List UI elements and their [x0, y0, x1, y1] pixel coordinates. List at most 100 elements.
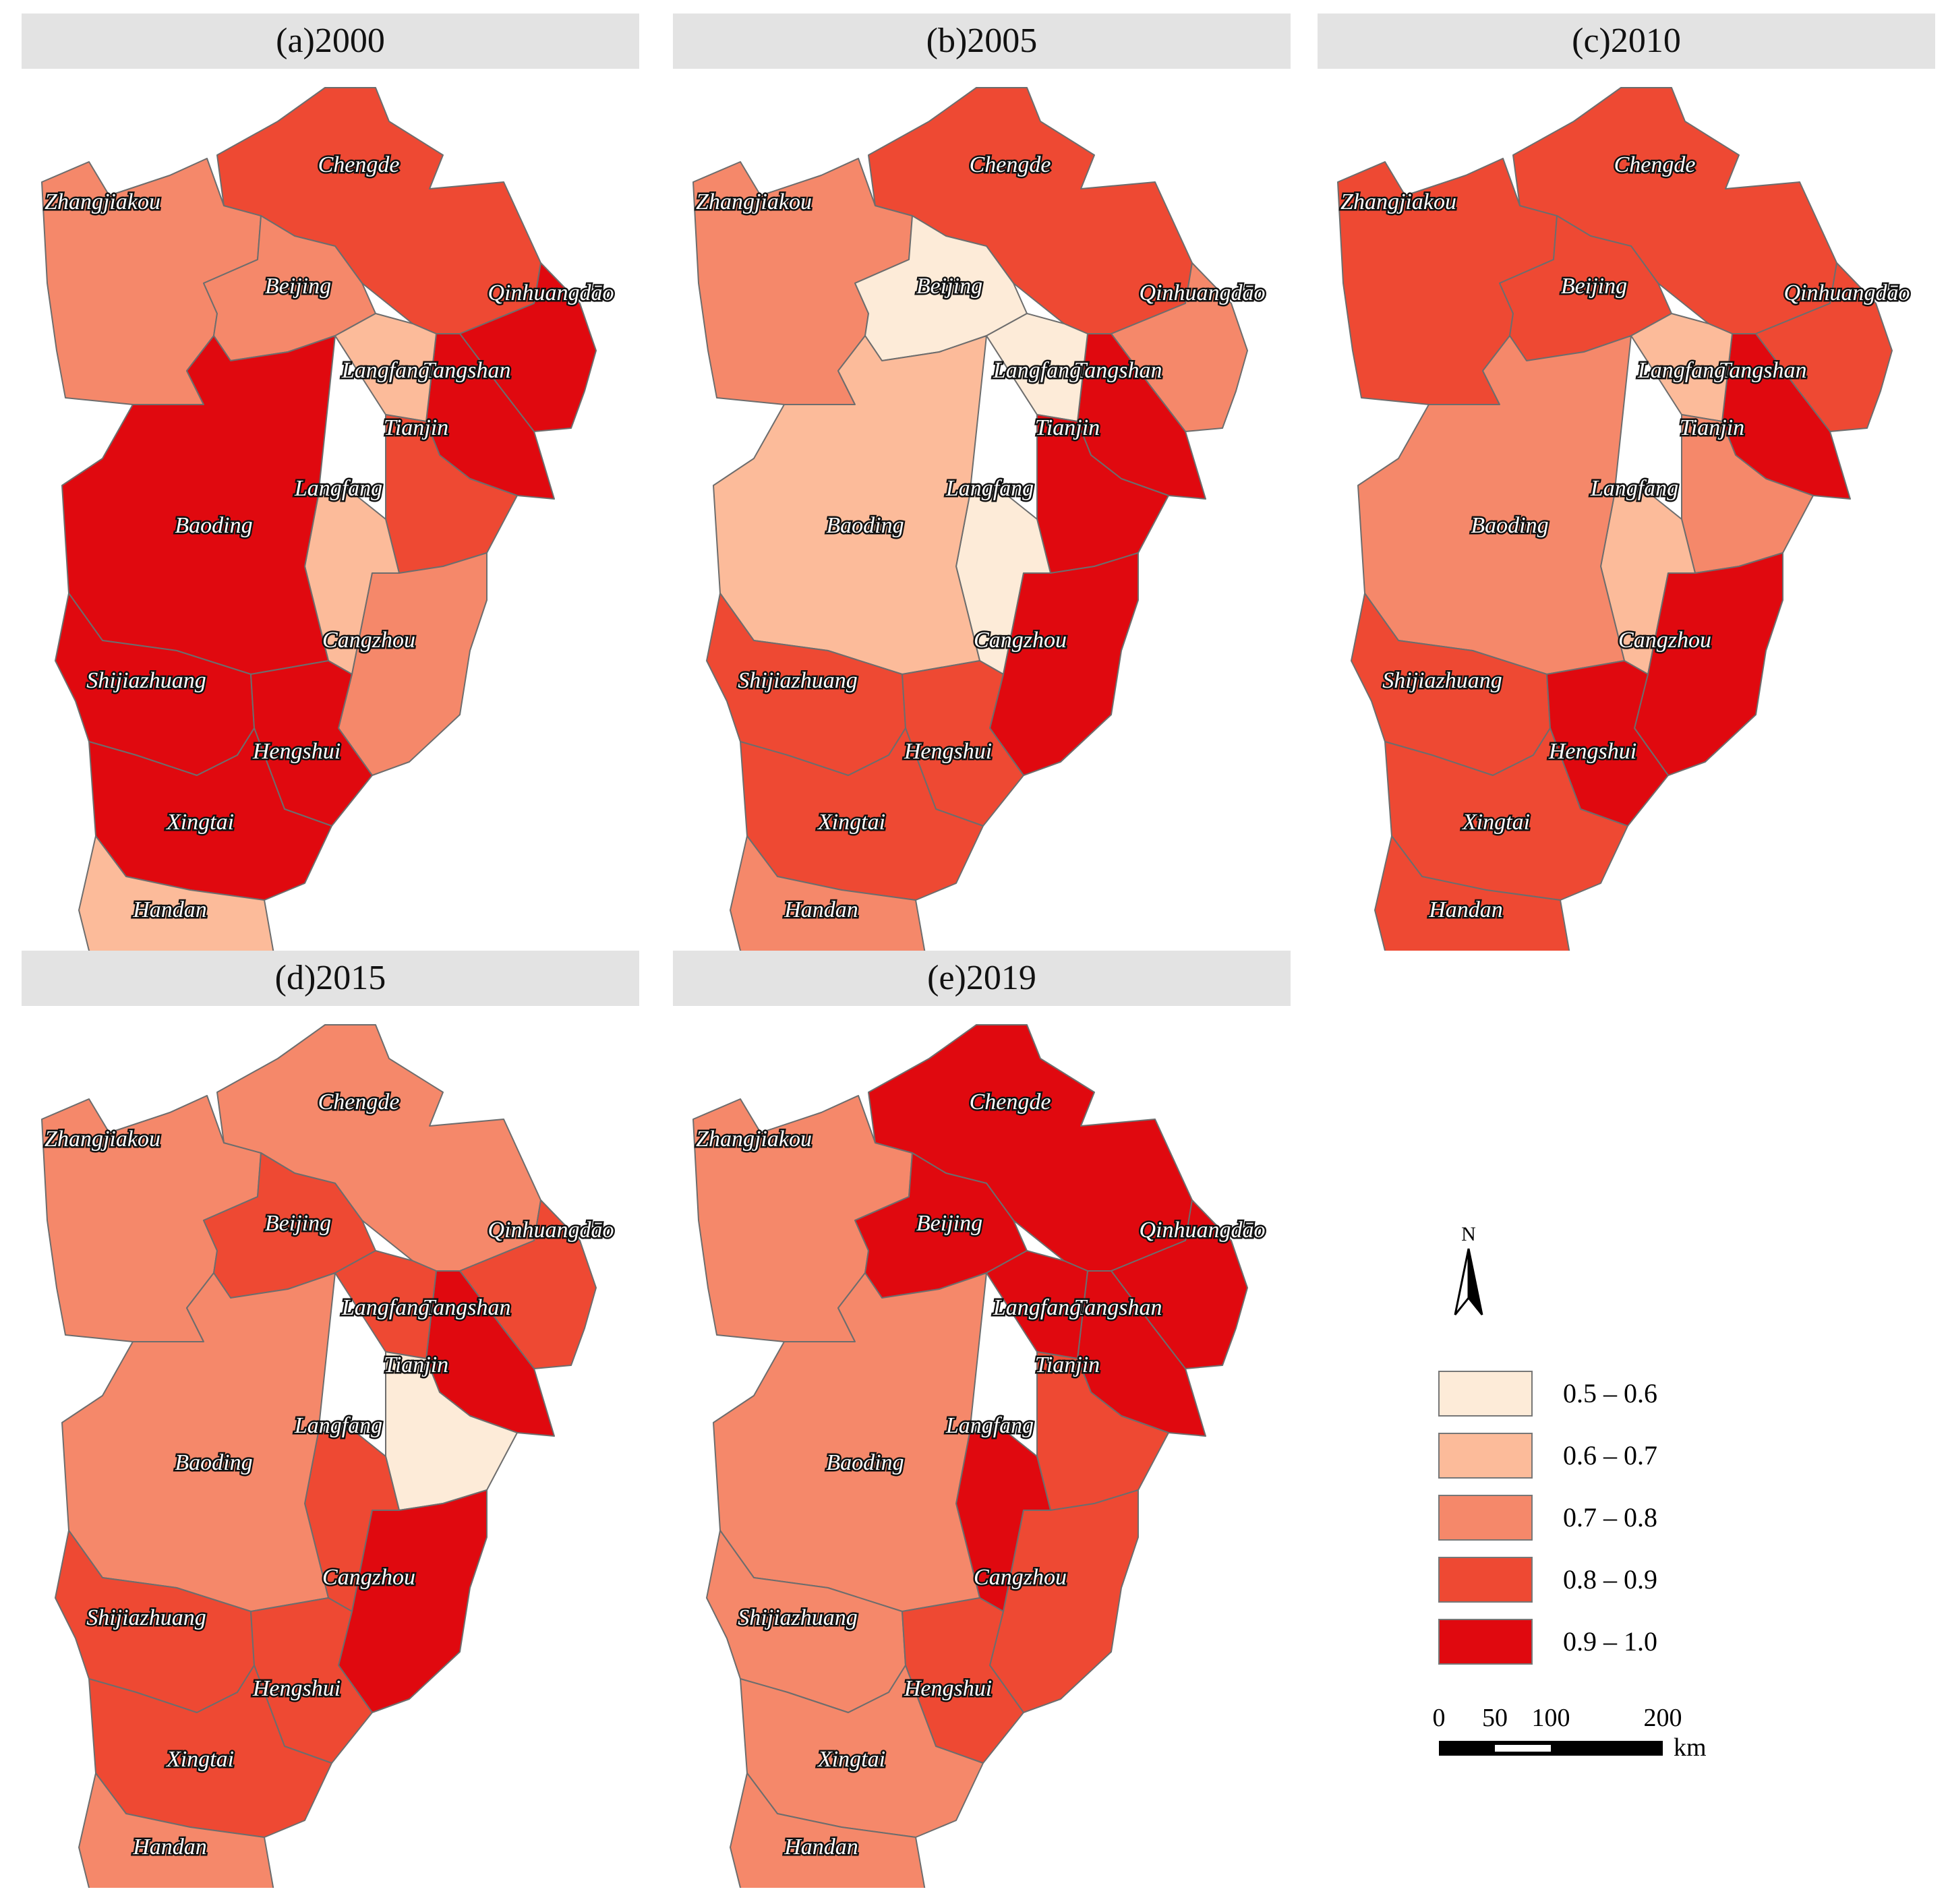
map-panel-d: (d)2015 Zhangjiakou Chengde Beijing Qinhuan… — [22, 951, 639, 1888]
city-label: Langfang — [341, 1295, 430, 1320]
map-panel-a: (a)2000 Zhangjiakou Chengde Beijing Qinhuan… — [22, 13, 639, 951]
city-label: Langfang — [993, 1295, 1081, 1320]
city-label: Hengshui — [904, 739, 992, 764]
city-label: Handan — [784, 1835, 858, 1860]
city-label: Xingtai — [817, 1747, 885, 1772]
scale-unit: km — [1674, 1733, 1707, 1762]
legend-label: 0.6 – 0.7 — [1563, 1440, 1657, 1470]
legend-label: 0.7 – 0.8 — [1563, 1502, 1657, 1533]
city-label: Shijiazhuang — [1382, 668, 1502, 693]
legend-swatch — [1438, 1557, 1533, 1603]
city-label: Handan — [784, 897, 858, 922]
choropleth-map: Zhangjiakou Chengde Beijing Qinhuangdāo Tang… — [692, 87, 1267, 951]
region-qinhuangdao — [459, 1199, 597, 1369]
choropleth-map: Zhangjiakou Chengde Beijing Qinhuangdāo Tang… — [41, 87, 616, 951]
region-handan — [1374, 835, 1570, 951]
city-label: Shijiazhuang — [738, 668, 858, 693]
city-label: Baoding — [826, 1450, 904, 1475]
legend-swatch — [1438, 1371, 1533, 1417]
map-panel-b: (b)2005 Zhangjiakou Chengde Beijing Qinhuan… — [673, 13, 1291, 951]
city-label: Baoding — [175, 513, 252, 538]
city-label: Handan — [1428, 897, 1503, 922]
city-label: Tangshan — [1073, 1295, 1162, 1320]
city-label: Langfang — [341, 358, 430, 383]
city-label: Tianjin — [1035, 1352, 1100, 1377]
city-label: Handan — [132, 1835, 207, 1860]
city-label: Qinhuangdāo — [1784, 280, 1910, 305]
city-label: Tangshan — [422, 1295, 510, 1320]
map-legend: N 0.5 – 0.60.6 – 0.70.7 – 0.80.8 – 0.90.… — [1433, 1227, 1707, 1762]
city-label: Qinhuangdāo — [1140, 1218, 1266, 1243]
region-baoding — [713, 335, 987, 675]
city-label: Chengde — [970, 1090, 1051, 1114]
scale-tick: 100 — [1532, 1704, 1570, 1732]
region-qinhuangdao — [1111, 1199, 1248, 1369]
city-label: Tianjin — [384, 1352, 448, 1377]
scale-tick: 0 — [1433, 1704, 1446, 1732]
city-label: Baoding — [1471, 513, 1548, 538]
city-label: Zhangjiakou — [696, 189, 812, 214]
region-handan — [730, 835, 926, 951]
city-label: Qinhuangdāo — [1140, 280, 1266, 305]
city-label: Beijing — [265, 274, 331, 299]
city-label: Chengde — [318, 152, 400, 177]
choropleth-map: Zhangjiakou Chengde Beijing Qinhuangdāo Tang… — [41, 1024, 616, 1888]
city-label: Xingtai — [165, 810, 234, 835]
city-label: Hengshui — [252, 1676, 341, 1701]
city-label: Hengshui — [904, 1676, 992, 1701]
city-label: Hengshui — [252, 739, 341, 764]
scale-tick: 50 — [1482, 1704, 1508, 1732]
city-label: Xingtai — [1461, 810, 1530, 835]
panel-title: (a)2000 — [22, 13, 639, 69]
city-label: Langfang — [1637, 358, 1725, 383]
legend-items: 0.5 – 0.6 0.6 – 0.7 0.7 – 0.8 0.8 – 0.9 0.9 … — [1438, 1371, 1657, 1665]
city-label: Zhangjiakou — [1340, 189, 1456, 214]
city-label: Chengde — [318, 1090, 400, 1114]
choropleth-map: Zhangjiakou Chengde Beijing Qinhuangdāo Tang… — [1337, 87, 1912, 951]
city-label: Beijing — [265, 1211, 331, 1236]
city-label: Cangzhou — [974, 1565, 1067, 1590]
city-label: Beijing — [1561, 274, 1627, 299]
city-label: Langfang — [294, 476, 382, 501]
city-label: Cangzhou — [1618, 628, 1711, 653]
legend-label: 0.8 – 0.9 — [1563, 1564, 1657, 1595]
city-label: Shijiazhuang — [86, 1605, 206, 1630]
city-label: Xingtai — [817, 810, 885, 835]
city-label: Qinhuangdāo — [488, 1218, 614, 1243]
region-handan — [730, 1773, 926, 1888]
city-label: Langfang — [1590, 476, 1678, 501]
legend-label: 0.9 – 1.0 — [1563, 1626, 1657, 1657]
map-panel-c: (c)2010 Zhangjiakou Chengde Beijing Qinhuan… — [1318, 13, 1935, 951]
region-qinhuangdao — [1755, 262, 1893, 432]
scale-bar: 0 50 100 200 km — [1433, 1704, 1707, 1762]
city-label: Handan — [132, 897, 207, 922]
panel-title: (e)2019 — [673, 951, 1291, 1006]
map-panel-e: (e)2019 Zhangjiakou Chengde Beijing Qinhuan… — [673, 951, 1291, 1888]
region-baoding — [61, 335, 336, 675]
city-label: Tianjin — [384, 415, 448, 440]
region-handan — [78, 1773, 274, 1888]
legend-swatch — [1438, 1433, 1533, 1479]
city-label: Langfang — [945, 476, 1034, 501]
city-label: Chengde — [970, 152, 1051, 177]
choropleth-map: Zhangjiakou Chengde Beijing Qinhuangdāo Tang… — [692, 1024, 1267, 1888]
region-qinhuangdao — [459, 262, 597, 432]
city-label: Cangzhou — [322, 1565, 415, 1590]
north-arrow-icon: N — [1454, 1227, 1483, 1315]
city-label: Langfang — [945, 1413, 1034, 1438]
scale-bar-gap — [1495, 1745, 1551, 1752]
city-label: Tianjin — [1035, 415, 1100, 440]
city-label: Baoding — [175, 1450, 252, 1475]
north-label: N — [1461, 1227, 1476, 1245]
legend-swatch — [1438, 1619, 1533, 1665]
city-label: Tangshan — [422, 358, 510, 383]
panel-title: (d)2015 — [22, 951, 639, 1006]
city-label: Zhangjiakou — [45, 1127, 160, 1152]
region-handan — [78, 835, 274, 951]
city-label: Beijing — [916, 1211, 982, 1236]
city-label: Hengshui — [1548, 739, 1636, 764]
scale-tick: 200 — [1644, 1704, 1682, 1732]
city-label: Cangzhou — [322, 628, 415, 653]
city-label: Zhangjiakou — [45, 189, 160, 214]
